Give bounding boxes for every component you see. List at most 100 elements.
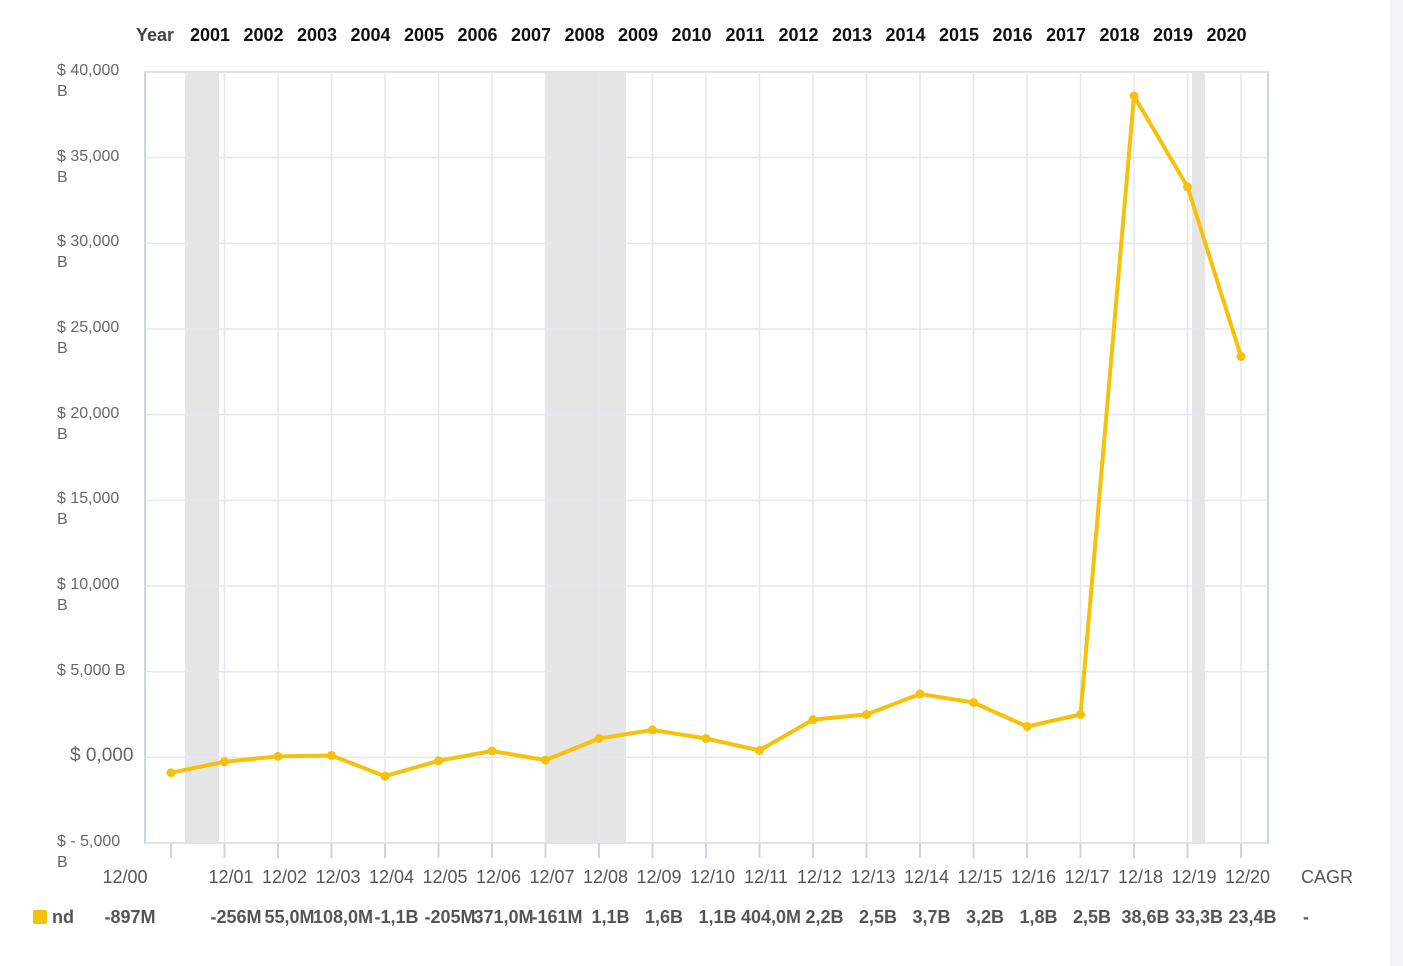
data-point (1022, 721, 1032, 731)
y-tick-label: $ 15,000 B (57, 490, 120, 529)
data-point (541, 755, 550, 765)
data-point (755, 745, 764, 755)
value-label: -1,1B (374, 907, 418, 927)
value-label: 3,2B (966, 907, 1004, 927)
value-label: -205M (424, 907, 475, 927)
x-tick-label: 12/13 (850, 867, 895, 887)
legend-swatch (33, 910, 47, 924)
recession-band (1192, 72, 1205, 843)
data-point (862, 710, 871, 719)
year-label: 2020 (1206, 25, 1246, 45)
data-point (166, 768, 176, 778)
data-point (701, 733, 711, 743)
year-label: 2009 (618, 25, 658, 45)
data-point (327, 750, 336, 760)
year-label: 2004 (350, 25, 390, 45)
data-point (487, 746, 497, 756)
summary-value: - (1303, 907, 1309, 927)
x-tick-label: 12/01 (208, 867, 253, 887)
year-label: 2019 (1153, 25, 1193, 45)
y-tick-label: $ 0,000 (70, 745, 134, 767)
data-point (915, 689, 925, 699)
x-tick-label: 12/06 (476, 867, 521, 887)
y-tick-label: $ 5,000 B (57, 661, 126, 679)
value-label: 2,5B (859, 907, 897, 927)
value-label: 1,8B (1019, 907, 1057, 927)
x-tick-label: 12/05 (422, 867, 467, 887)
summary-label: CAGR (1301, 867, 1353, 887)
year-label: 2013 (832, 25, 872, 45)
value-label: -897M (104, 907, 155, 927)
data-point (273, 751, 283, 761)
year-label: 2005 (404, 25, 444, 45)
x-tick-label: 12/15 (957, 867, 1002, 887)
x-tick-label: 12/00 (102, 867, 147, 887)
year-label: 2017 (1046, 25, 1086, 45)
data-point (1236, 351, 1246, 361)
y-tick-label: $ 30,000 B (57, 233, 120, 272)
year-label: 2007 (511, 25, 551, 45)
x-tick-label: 12/09 (636, 867, 681, 887)
data-point (969, 698, 978, 708)
year-label: 2016 (992, 25, 1032, 45)
value-label: 3,7B (912, 907, 950, 927)
x-tick-label: 12/11 (744, 867, 788, 887)
recession-band (185, 72, 219, 843)
data-point (1076, 710, 1085, 719)
x-tick-label: 12/03 (315, 867, 360, 887)
data-point (1183, 182, 1192, 192)
x-tick-label: 12/04 (369, 867, 414, 887)
data-point (434, 756, 443, 766)
x-tick-label: 12/17 (1064, 867, 1109, 887)
data-point (220, 757, 229, 767)
year-label: 2015 (939, 25, 979, 45)
data-point (380, 771, 390, 781)
value-label: -256M (210, 907, 261, 927)
value-label: 1,1B (591, 907, 629, 927)
y-tick-label: $ 25,000 B (57, 319, 120, 357)
data-point (594, 733, 604, 743)
value-label: 38,6B (1121, 907, 1169, 927)
x-tick-label: 12/20 (1225, 867, 1270, 887)
year-label: 2003 (297, 25, 337, 45)
x-tick-label: 12/08 (583, 867, 628, 887)
value-label: 23,4B (1228, 907, 1276, 927)
x-tick-label: 12/10 (690, 867, 735, 887)
x-tick-label: 12/18 (1118, 867, 1163, 887)
value-label: 371,0M (473, 907, 533, 927)
data-point (1129, 91, 1139, 101)
value-label: 33,3B (1175, 907, 1223, 927)
value-label: 2,5B (1073, 907, 1111, 927)
value-label: 108,0M (313, 907, 373, 927)
x-tick-label: 12/14 (904, 867, 949, 887)
x-tick-label: 12/07 (529, 867, 574, 887)
legend-label: nd (52, 907, 74, 927)
header-label: Year (136, 25, 174, 45)
data-point (648, 725, 657, 735)
year-label: 2001 (190, 25, 230, 45)
year-label: 2006 (457, 25, 497, 45)
value-label: 55,0M (264, 907, 314, 927)
x-tick-label: 12/12 (797, 867, 842, 887)
recession-band (546, 72, 626, 843)
x-tick-label: 12/16 (1011, 867, 1056, 887)
value-label: 2,2B (805, 907, 843, 927)
year-label: 2008 (564, 25, 604, 45)
y-tick-label: $ 20,000 B (57, 404, 120, 443)
y-tick-label: $ 35,000 B (57, 147, 120, 186)
year-label: 2011 (725, 25, 764, 45)
year-label: 2018 (1099, 25, 1139, 45)
data-point (808, 715, 818, 725)
year-label: 2010 (671, 25, 711, 45)
x-tick-label: 12/02 (262, 867, 307, 887)
y-tick-label: $ 40,000 B (57, 62, 120, 100)
value-label: 1,1B (698, 907, 736, 927)
value-label: -161M (531, 907, 582, 927)
value-label: 1,6B (645, 907, 683, 927)
x-tick-label: 12/19 (1171, 867, 1216, 887)
y-tick-label: $ 10,000 B (57, 576, 120, 614)
y-tick-label: $ - 5,000 B (57, 833, 121, 871)
value-label: 404,0M (741, 907, 801, 927)
